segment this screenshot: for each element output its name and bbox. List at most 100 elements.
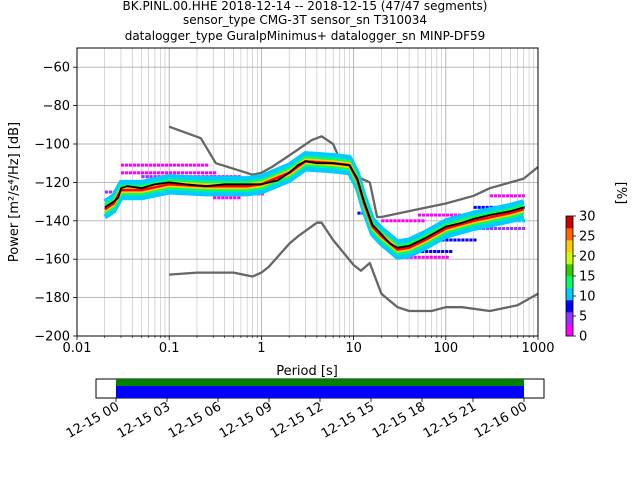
title-line-2: sensor_type CMG-3T sensor_sn T310034 (183, 13, 427, 27)
psd-cell (168, 163, 173, 167)
psd-cell (430, 213, 434, 217)
psd-cell (465, 238, 469, 242)
psd-cell (473, 205, 477, 209)
psd-cell (192, 171, 197, 175)
psd-cell (485, 205, 489, 209)
psd-cell (449, 238, 453, 242)
psd-cell (204, 163, 209, 167)
psd-cell (493, 194, 497, 198)
psd-cell (418, 213, 422, 217)
colorbar-tick-label: 30 (579, 210, 596, 225)
title-line-1: BK.PINL.00.HHE 2018-12-14 -- 2018-12-15 … (123, 0, 488, 13)
psd-cell (429, 255, 433, 259)
y-tick-label: −120 (34, 176, 70, 191)
psd-cell (413, 255, 417, 259)
psd-cell (417, 255, 421, 259)
x-tick-label: 0.1 (159, 341, 180, 356)
psd-cell (156, 163, 161, 167)
psd-cell (200, 171, 205, 175)
colorbar-segment (566, 264, 573, 277)
psd-cell (417, 219, 421, 223)
psd-cell (212, 171, 217, 175)
psd-cell (437, 250, 441, 254)
psd-cell (184, 171, 189, 175)
psd-cell (450, 213, 454, 217)
psd-cell (140, 163, 145, 167)
timeline-tick-label: 12-15 09 (217, 399, 275, 441)
psd-cell (453, 238, 457, 242)
psd-cell (434, 213, 438, 217)
psd-cell (445, 250, 449, 254)
y-tick-label: −180 (34, 291, 70, 306)
psd-cell (229, 196, 233, 200)
psd-cell (180, 171, 185, 175)
psd-cell (446, 213, 450, 217)
psd-cell (522, 219, 526, 223)
psd-cell (486, 226, 490, 230)
psd-cell (172, 171, 177, 175)
timeline-bar-available (116, 386, 524, 398)
psd-cell (497, 194, 501, 198)
psd-cell (506, 226, 510, 230)
psd-band (103, 166, 525, 260)
timeline-tick-label: 12-15 18 (370, 399, 428, 441)
psd-cell (490, 226, 494, 230)
colorbar-segment (566, 324, 573, 337)
psd-cell (124, 171, 129, 175)
psd-cell (108, 190, 112, 194)
psd-cell (144, 163, 149, 167)
psd-cell (397, 219, 401, 223)
psd-cell (454, 213, 458, 217)
psd-cell (518, 226, 522, 230)
psd-cell (141, 175, 145, 179)
noise-model-low (169, 221, 539, 313)
timeline-tick-label: 12-15 12 (268, 399, 326, 441)
psd-cell (501, 194, 505, 198)
psd-cell (389, 219, 393, 223)
timeline-tick-label: 12-15 00 (64, 399, 122, 441)
psd-cell (449, 250, 453, 254)
psd-cell (132, 171, 137, 175)
psd-cell (469, 238, 473, 242)
psd-cell (409, 255, 413, 259)
psd-cell (221, 196, 225, 200)
psd-cell (505, 194, 509, 198)
y-tick-label: −100 (34, 138, 70, 153)
colorbar-tick-label: 10 (579, 290, 596, 305)
psd-cell (176, 171, 181, 175)
psd-band (103, 151, 525, 245)
psd-cell (200, 163, 205, 167)
colorbar-tick-label: 25 (579, 230, 596, 245)
mean-curve (104, 160, 524, 249)
psd-cell (148, 171, 153, 175)
psd-band (103, 155, 525, 248)
psd-cell (156, 171, 161, 175)
psd-cell (140, 171, 145, 175)
psd-cell (136, 163, 141, 167)
plot-frame (76, 47, 539, 337)
psd-cell (128, 163, 133, 167)
psd-cell (513, 194, 517, 198)
psd-cell (172, 163, 177, 167)
psd-cell (149, 175, 153, 179)
x-tick-label: 10 (345, 341, 362, 356)
psd-cell (136, 171, 141, 175)
timeline-tick-label: 12-16 00 (472, 399, 530, 441)
title-line-3: datalogger_type GuralpMinimus+ datalogge… (125, 29, 486, 43)
psd-cell (204, 171, 209, 175)
psd-cell (401, 219, 405, 223)
y-axis: −200 −180 −160 −140 −120 −100 −80 −60 (34, 61, 77, 345)
psd-cell (393, 219, 397, 223)
psd-cell (192, 163, 197, 167)
y-tick-label: −140 (34, 214, 70, 229)
timeline-tick-label: 12-15 03 (115, 399, 173, 441)
psd-cell (445, 238, 449, 242)
colorbar-segment (566, 228, 573, 241)
psd-cell (188, 171, 193, 175)
colorbar-label: [%] (613, 182, 628, 205)
psd-cell (425, 255, 429, 259)
psd-cell (405, 219, 409, 223)
colorbar-tick-label: 15 (579, 270, 596, 285)
